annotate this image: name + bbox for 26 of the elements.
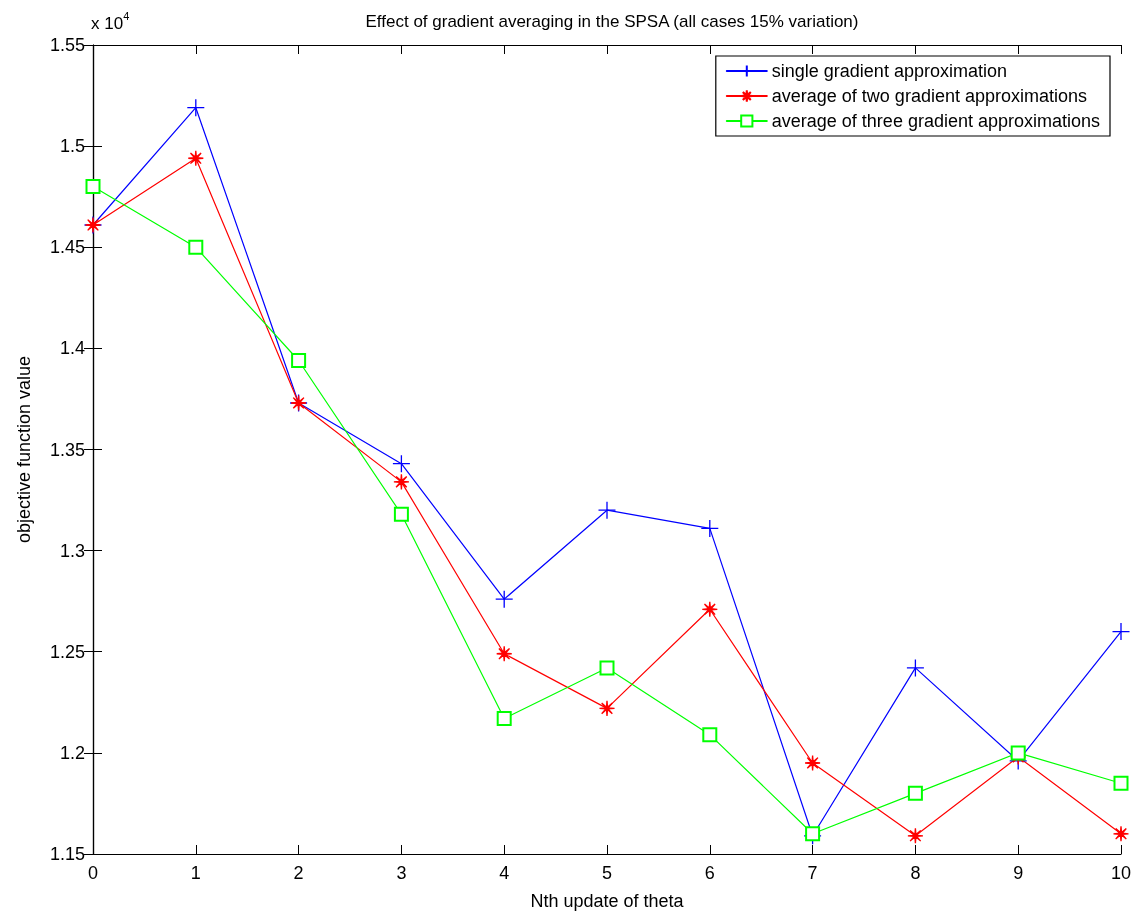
y-tick-label: 1.3: [59, 540, 85, 561]
y-tick-label: 1.5: [59, 136, 85, 157]
x-tick-label: 3: [396, 863, 407, 883]
y-tick-label: 1.25: [49, 641, 85, 662]
x-tick-label: 1: [190, 863, 201, 883]
x-tick-label: 2: [293, 863, 304, 883]
x-tick-label: 8: [910, 863, 921, 883]
x-tick-label: 4: [499, 863, 510, 883]
y-axis-title: objective function value: [14, 355, 34, 544]
y-tick-label: 1.15: [49, 844, 85, 864]
legend-label: average of three gradient approximations: [771, 111, 1100, 131]
y-tick-label: 1.2: [59, 742, 85, 763]
y-tick-label: 1.55: [49, 35, 85, 55]
y-tick-label: 1.45: [49, 237, 85, 258]
y-tick-label: 1.35: [49, 439, 85, 460]
legend-label: single gradient approximation: [771, 61, 1007, 81]
x-axis-title: Nth update of theta: [530, 891, 685, 911]
x-tick-label: 9: [1013, 863, 1024, 883]
x-tick-label: 0: [87, 863, 99, 883]
chart-title: Effect of gradient averaging in the SPSA (all cases 15% variation): [365, 12, 859, 31]
x-tick-label: 7: [807, 863, 818, 883]
y-tick-label: 1.4: [59, 338, 85, 359]
x-tick-label: 6: [704, 863, 715, 883]
legend-label: average of two gradient approximations: [771, 86, 1087, 106]
x-tick-label: 5: [601, 863, 613, 883]
x-tick-label: 10: [1110, 863, 1132, 883]
